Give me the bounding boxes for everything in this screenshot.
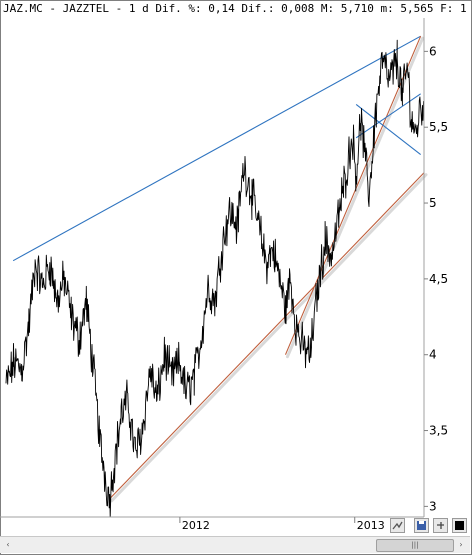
y-tick-label: 4 (429, 348, 437, 362)
y-tick-label: 3 (429, 499, 437, 513)
trend-line-5 (355, 93, 421, 139)
x-axis: 2012 2013 (179, 517, 385, 532)
trend-line-3 (284, 35, 422, 355)
horizontal-scrollbar[interactable]: ‹ ||| › (0, 536, 470, 553)
y-tick-label: 3,5 (429, 424, 448, 438)
y-tick-label: 6 (429, 44, 437, 58)
trend-line-shadow (110, 173, 428, 503)
x-tick-label: 2013 (357, 519, 385, 532)
scroll-right-arrow-icon[interactable]: › (459, 540, 463, 549)
trend-line-1 (12, 35, 421, 262)
color-box-icon[interactable] (452, 518, 467, 533)
chart-tool-icon[interactable] (390, 518, 405, 533)
pin-icon[interactable] (433, 518, 448, 533)
y-tick-label: 5,5 (429, 120, 448, 134)
plot-area (5, 35, 428, 518)
x-tick-label: 2012 (182, 519, 210, 532)
price-series-line (5, 39, 425, 518)
y-axis: 6 5,5 5 4,5 4 3,5 3 (424, 44, 448, 513)
scrollbar-thumb[interactable]: ||| (376, 539, 454, 552)
y-tick-label: 5 (429, 196, 437, 210)
trend-line-4 (355, 104, 421, 155)
scroll-left-arrow-icon[interactable]: ‹ (6, 540, 10, 549)
trend-line-shadow (285, 36, 425, 359)
y-tick-label: 4,5 (429, 272, 448, 286)
trend-line-2 (109, 172, 425, 500)
chart-info-header: JAZ.MC - JAZZTEL - 1 d Dif. %: 0,14 Dif.… (3, 2, 467, 15)
save-disk-icon[interactable] (414, 518, 429, 533)
